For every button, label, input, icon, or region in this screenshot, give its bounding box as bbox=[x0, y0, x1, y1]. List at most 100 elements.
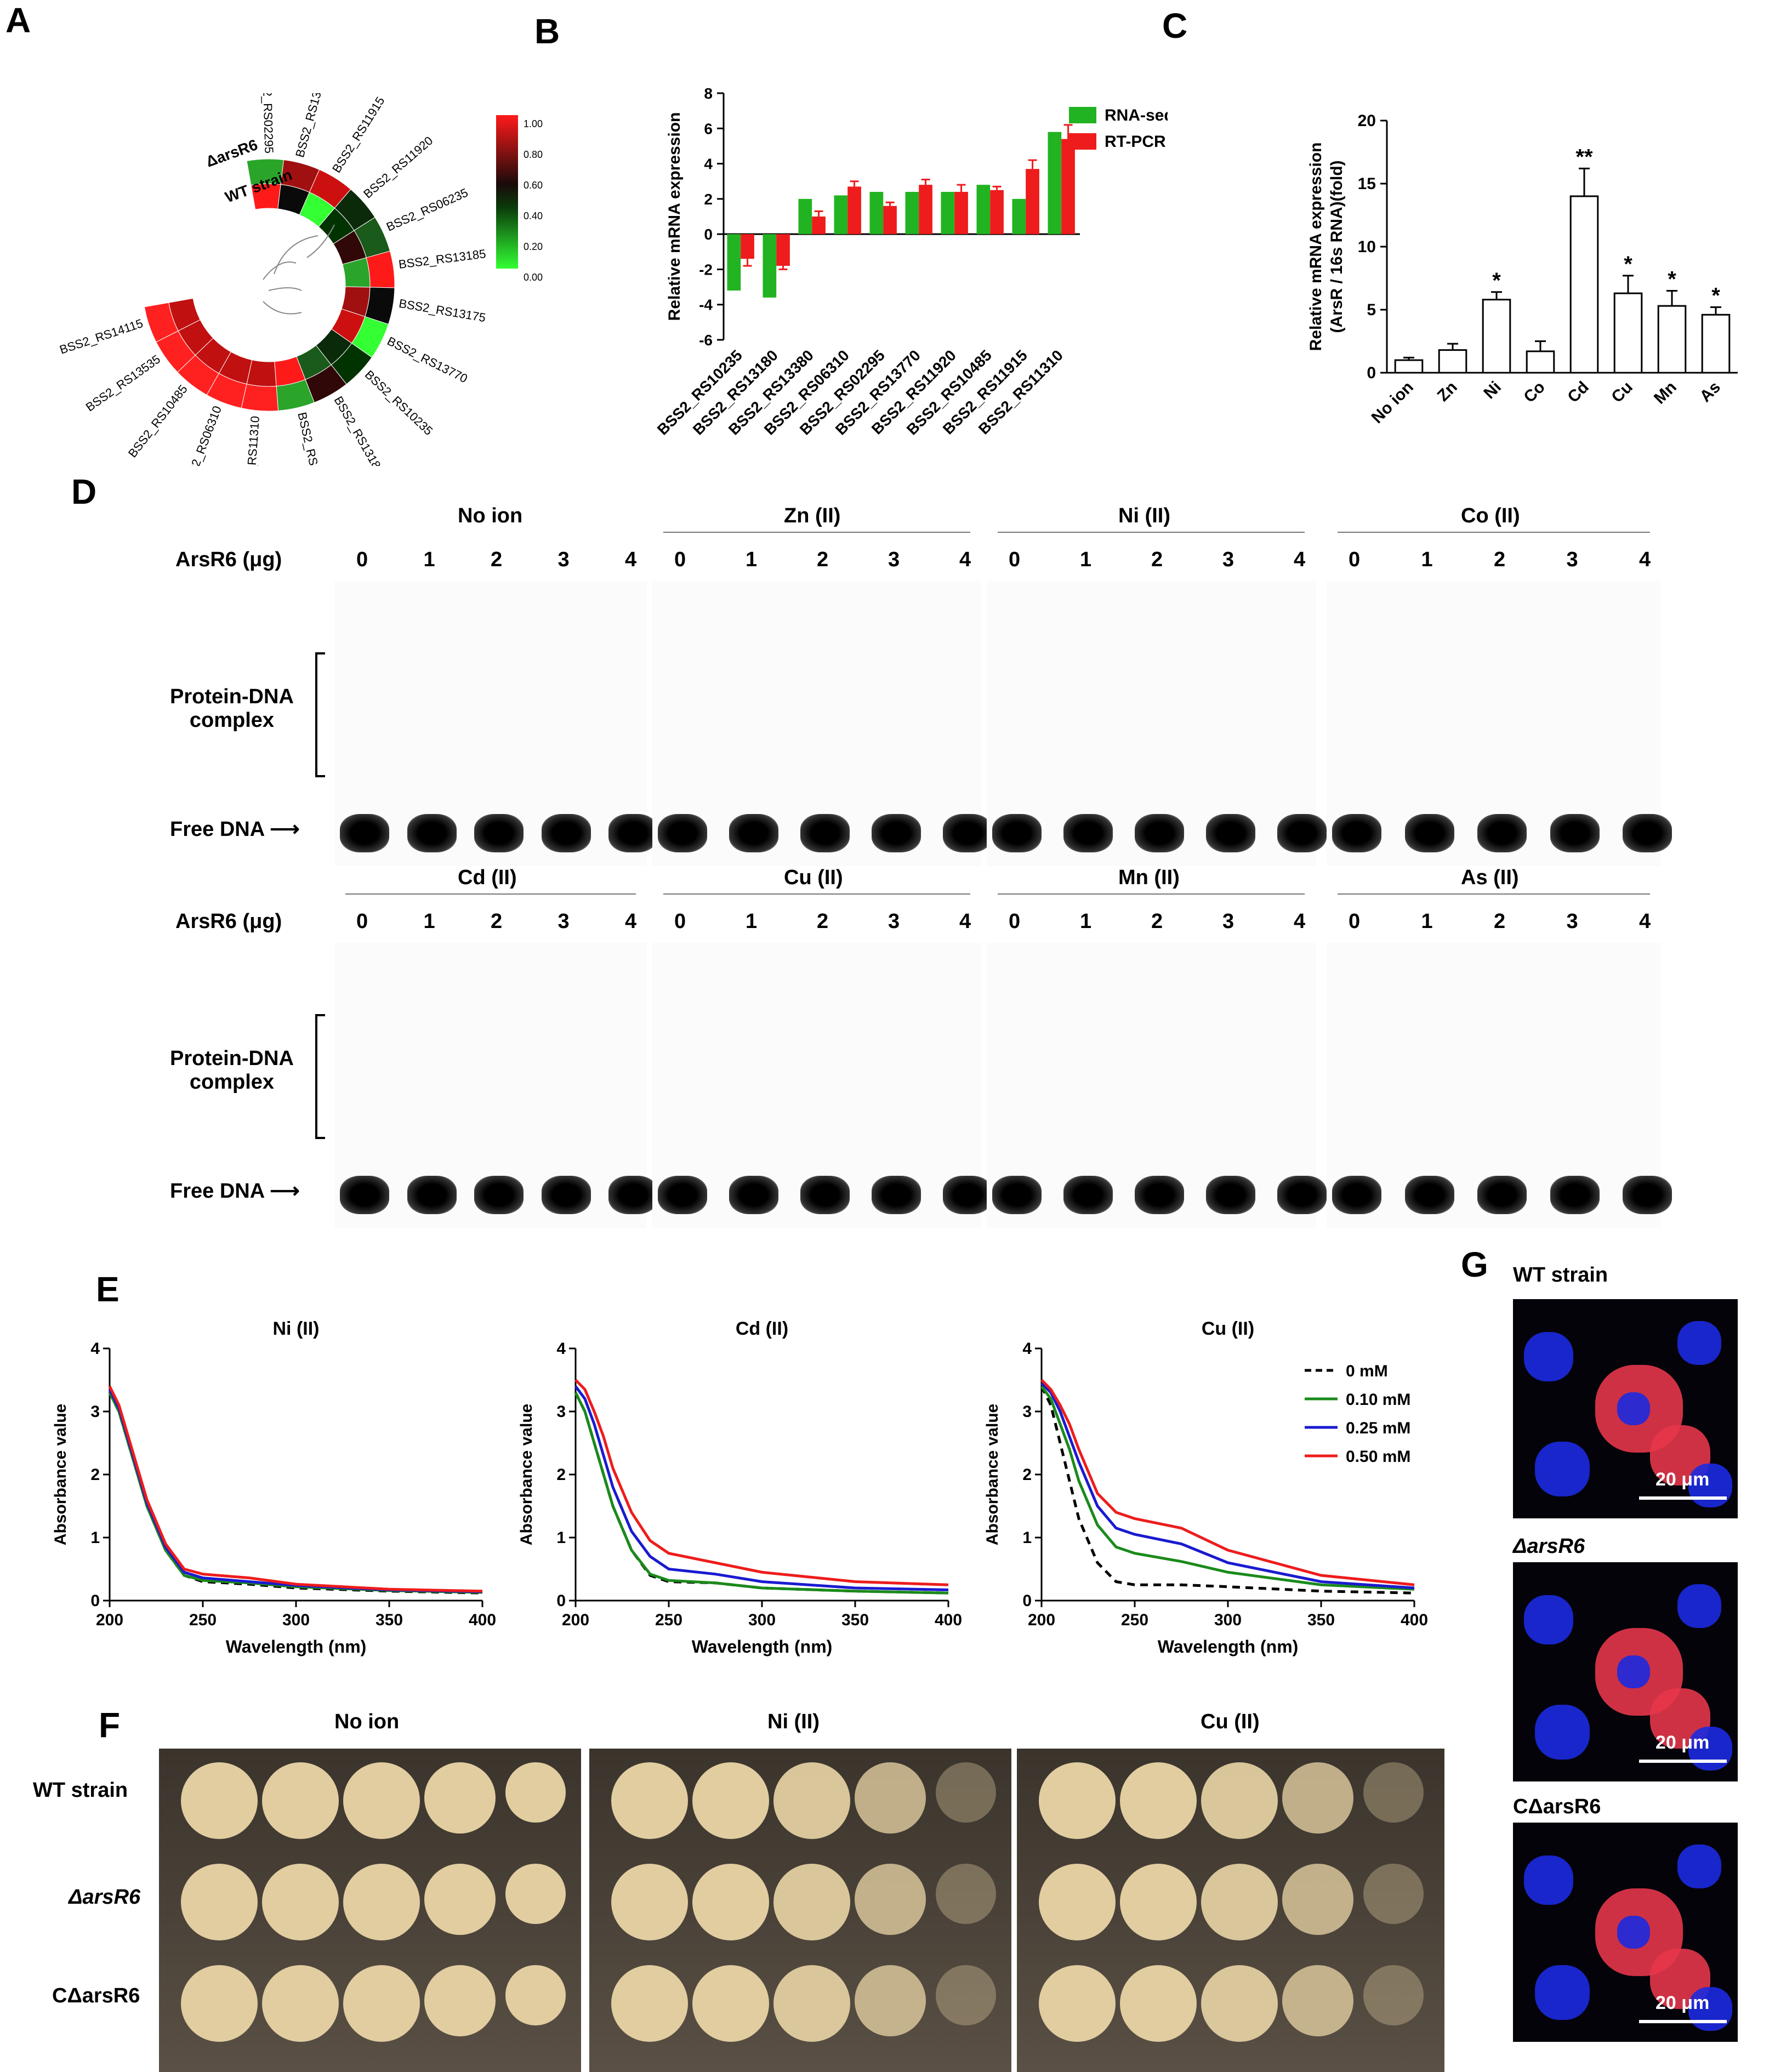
confocal-label-mutant: ΔarsR6 bbox=[1513, 1535, 1585, 1558]
strain-label-mutant: ΔarsR6 bbox=[69, 1886, 141, 1909]
free-dna-band bbox=[1135, 1176, 1184, 1214]
y-axis-label: Absorbance value bbox=[983, 1404, 1002, 1545]
panel-label-f: F bbox=[99, 1705, 121, 1745]
strain-label-complement: CΔarsR6 bbox=[52, 1984, 140, 2007]
cell-blob bbox=[1617, 1916, 1650, 1949]
cell-blob bbox=[1677, 1845, 1721, 1888]
bar bbox=[798, 198, 812, 235]
y-tick-label: 2 bbox=[704, 191, 713, 208]
colony-spot bbox=[1039, 1864, 1116, 1940]
strain-label-wt: WT strain bbox=[33, 1779, 128, 1802]
cell-blob bbox=[1688, 1464, 1732, 1507]
colony-spot bbox=[1363, 1864, 1424, 1924]
lane-label: 4 bbox=[1639, 548, 1651, 571]
lane-label: 4 bbox=[625, 910, 637, 933]
colony-spot bbox=[505, 1864, 566, 1924]
heatmap-cell bbox=[241, 384, 279, 412]
bar bbox=[727, 234, 741, 291]
spectrum-chart-cd: Cd (II) 0 1 2 3 4 200 250 300 350 400 Wavelength (n… bbox=[517, 1318, 962, 1657]
y-tick-label: 2 bbox=[556, 1466, 566, 1484]
x-tick-label: 200 bbox=[1028, 1611, 1055, 1629]
colony-spot bbox=[424, 1864, 496, 1935]
y-tick-label: 10 bbox=[1358, 238, 1376, 256]
y-tick-label: 20 bbox=[1358, 112, 1376, 130]
bar bbox=[1482, 299, 1511, 374]
bar-chart-c: 0 5 10 15 20 Relative mRNA expression (ArsR / … bbox=[1307, 112, 1738, 427]
heatmap-cell bbox=[366, 251, 395, 288]
y-tick-label: 4 bbox=[704, 156, 713, 173]
heatmap-gene-label: BSS2_RS11310 bbox=[242, 415, 262, 466]
lane-label: 1 bbox=[1421, 548, 1433, 571]
scale-bar bbox=[1639, 2020, 1727, 2023]
bar bbox=[1048, 132, 1062, 235]
lane-label: 3 bbox=[1222, 548, 1234, 571]
colony-spot bbox=[424, 1965, 496, 2036]
chart-title: Cd (II) bbox=[736, 1318, 788, 1339]
colony-spot bbox=[611, 1762, 688, 1839]
free-dna-band bbox=[1063, 1176, 1113, 1214]
free-dna-band bbox=[1332, 814, 1381, 852]
colony-spot bbox=[505, 1965, 566, 2025]
free-dna-band bbox=[658, 1176, 707, 1214]
scale-bar bbox=[1639, 1496, 1727, 1500]
arsr6-axis-label: ArsR6 (μg) bbox=[175, 910, 282, 933]
colony-spot bbox=[1039, 1762, 1116, 1839]
bar bbox=[1026, 169, 1039, 235]
legend-swatch bbox=[1069, 133, 1096, 150]
free-dna-band bbox=[658, 814, 707, 852]
series-line bbox=[108, 1385, 483, 1593]
x-tick-label: 400 bbox=[469, 1611, 496, 1629]
y-axis-label: Absorbance value bbox=[517, 1404, 536, 1545]
colony-spot bbox=[343, 1965, 420, 2042]
heatmap-cell bbox=[144, 302, 179, 343]
y-tick-label: 15 bbox=[1358, 175, 1376, 193]
heatmap-gene-label: BSS2_RS13770 bbox=[385, 334, 470, 385]
cell-blob bbox=[1688, 1987, 1732, 2031]
free-dna-band bbox=[992, 814, 1042, 852]
free-dna-band bbox=[1477, 814, 1527, 852]
heatmap-gene-label: BSS2_RS10485 bbox=[126, 382, 190, 460]
lane-label: 3 bbox=[1566, 548, 1578, 571]
bar bbox=[1394, 359, 1424, 374]
lane-label: 4 bbox=[1639, 910, 1651, 933]
x-tick-label: Mn bbox=[1651, 378, 1680, 408]
x-tick-label: 300 bbox=[1214, 1611, 1242, 1629]
x-tick-label: 300 bbox=[748, 1611, 776, 1629]
x-axis-label: Wavelength (nm) bbox=[226, 1637, 367, 1657]
spectrum-chart-cu: Cu (II) 0 1 2 3 4 200 250 300 350 400 Wavelength (n… bbox=[983, 1318, 1428, 1657]
x-tick-label: 350 bbox=[841, 1611, 869, 1629]
free-dna-band bbox=[541, 814, 591, 852]
lane-label: 2 bbox=[491, 548, 503, 571]
gel-title-underline bbox=[663, 532, 970, 533]
gel-title-underline bbox=[1338, 532, 1650, 533]
y-tick-label: -2 bbox=[699, 261, 713, 278]
spectrum-chart-ni: Ni (II) 0 1 2 3 4 200 250 300 350 400 Wavelength (n… bbox=[52, 1318, 496, 1657]
y-tick-label: 1 bbox=[1022, 1529, 1032, 1547]
lane-label: 3 bbox=[1222, 910, 1234, 933]
gel-title-underline bbox=[998, 893, 1305, 895]
significance-mark: * bbox=[1711, 283, 1720, 308]
y-axis-label: Relative mRNA expression bbox=[1307, 143, 1325, 351]
y-tick-label: 0 bbox=[1022, 1592, 1032, 1610]
y-tick-label: 1 bbox=[90, 1529, 100, 1547]
free-dna-band bbox=[340, 814, 389, 852]
x-axis-label: Wavelength (nm) bbox=[1158, 1637, 1299, 1657]
lane-label: 3 bbox=[888, 910, 900, 933]
lane-label: 2 bbox=[1151, 910, 1163, 933]
lane-label: 4 bbox=[959, 910, 971, 933]
lane-label: 1 bbox=[1080, 910, 1092, 933]
colony-spot bbox=[343, 1762, 420, 1839]
free-dna-band bbox=[943, 1176, 992, 1214]
panel-label-g: G bbox=[1461, 1245, 1488, 1284]
y-tick-label: 3 bbox=[90, 1403, 100, 1421]
cell-blob bbox=[1688, 1727, 1732, 1771]
series-line bbox=[108, 1392, 483, 1594]
y-tick-label: 3 bbox=[1022, 1403, 1032, 1421]
protein-dna-complex-label: Protein-DNA complex bbox=[170, 1047, 294, 1094]
colony-spot bbox=[936, 1965, 996, 2025]
cell-blob bbox=[1524, 1595, 1573, 1644]
free-dna-band bbox=[340, 1176, 389, 1214]
free-dna-band bbox=[1063, 814, 1113, 852]
heatmap-scale-ticks: 1.00 0.80 0.60 0.40 0.20 0.00 bbox=[524, 109, 543, 293]
